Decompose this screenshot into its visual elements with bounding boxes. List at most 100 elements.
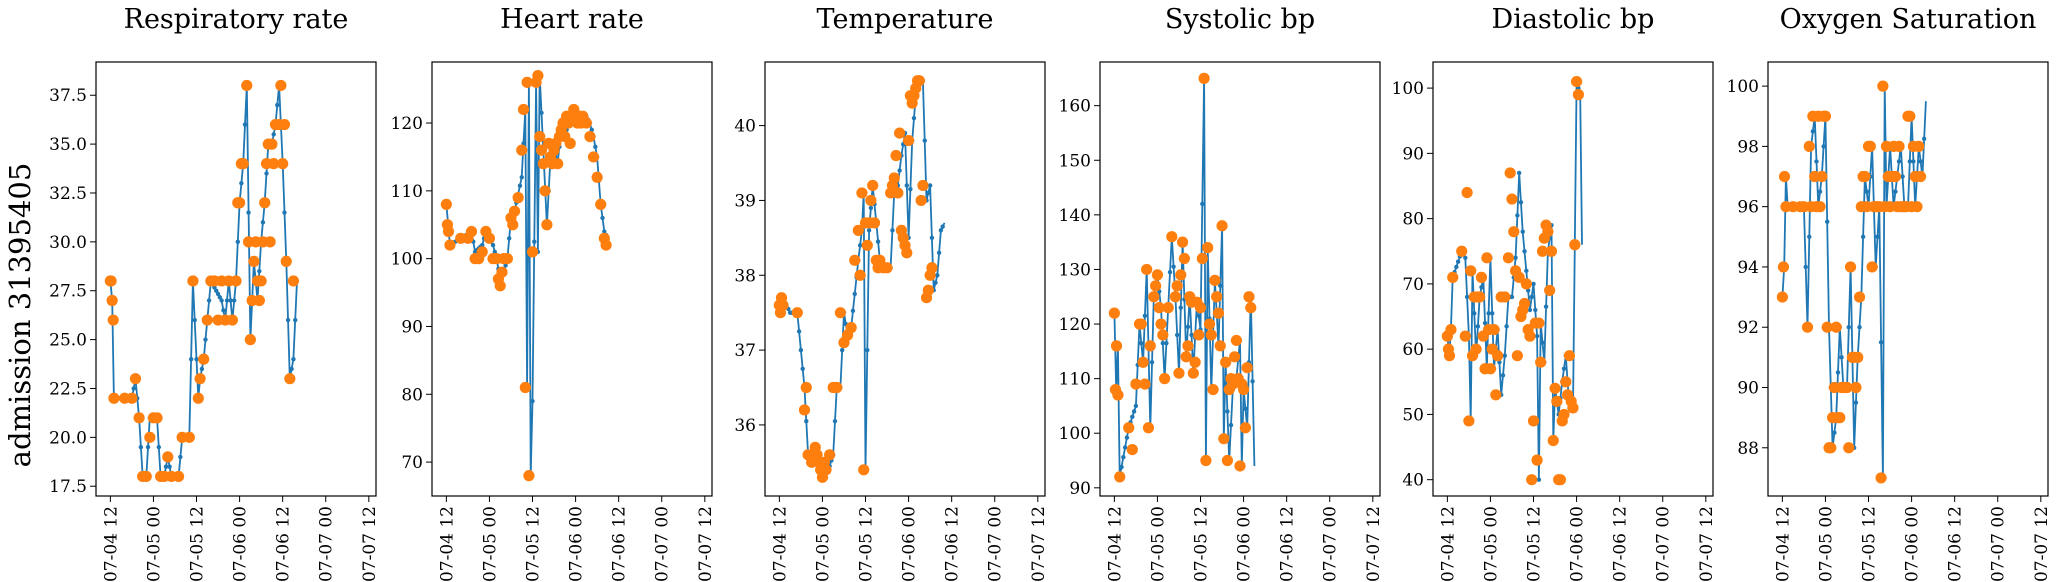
measurement-marker (892, 187, 904, 199)
measurement-marker (861, 239, 873, 251)
series-point (517, 183, 523, 188)
measurement-marker (1567, 402, 1579, 414)
series-point (589, 127, 594, 133)
measurement-marker (287, 275, 300, 287)
measurement-marker (1531, 454, 1543, 466)
y-tick-label: 98 (1737, 137, 1759, 157)
measurement-marker (888, 172, 900, 184)
measurement-marker (1230, 334, 1243, 347)
x-tick-label: 07-06 00 (1903, 506, 1923, 582)
measurement-marker (1474, 291, 1486, 303)
measurement-marker (1463, 415, 1475, 427)
measurement-marker (541, 219, 553, 231)
measurement-marker (1189, 356, 1201, 368)
series-point (1225, 409, 1230, 414)
series-point (1185, 324, 1191, 329)
series-point (1533, 307, 1538, 313)
measurement-marker (1850, 381, 1862, 394)
measurement-marker (1518, 297, 1531, 310)
y-tick-label: 90 (1402, 144, 1424, 164)
y-tick-label: 92 (1737, 318, 1759, 338)
chart-title: Diastolic bp (1492, 4, 1655, 35)
series-point (1131, 409, 1137, 414)
y-tick-label: 90 (1069, 479, 1091, 499)
measurement-marker (1569, 239, 1581, 251)
series-point (1504, 324, 1509, 329)
series-point (1520, 229, 1525, 234)
series-point (282, 210, 287, 215)
chart-panel-2: Heart rate 70 80 90 100 110 120 07-04 12 07-05 0… (391, 4, 716, 582)
series-point (865, 347, 870, 353)
series-point (232, 298, 237, 303)
measurement-marker (183, 431, 195, 443)
measurement-marker (107, 314, 119, 326)
series-point (530, 398, 535, 404)
series-point (897, 168, 902, 173)
measurement-marker (519, 381, 531, 394)
measurement-marker (1153, 302, 1165, 314)
y-tick-label: 32.5 (49, 184, 87, 204)
series-point (1454, 264, 1459, 270)
measurement-marker (926, 262, 938, 274)
measurement-marker (1178, 252, 1190, 265)
measurement-marker (264, 236, 276, 248)
measurement-marker (858, 464, 870, 476)
measurement-marker (1207, 383, 1219, 396)
measurement-marker (1443, 350, 1456, 362)
series-point (1857, 325, 1862, 330)
measurement-marker (1875, 472, 1887, 484)
measurement-marker (255, 275, 267, 287)
measurement-marker (226, 314, 239, 326)
series-point (228, 298, 233, 303)
measurement-marker (248, 255, 260, 268)
measurement-marker (512, 192, 524, 204)
y-tick-label: 27.5 (49, 282, 87, 302)
x-tick-label: 07-04 12 (1105, 506, 1125, 582)
x-tick-label: 07-04 12 (1773, 506, 1793, 582)
chart-panel-1: Respiratory rate 17.5 20.0 22.5 25.0 27.5 30.0… (49, 4, 380, 582)
measurement-marker (1459, 330, 1471, 342)
x-tick-label: 07-06 00 (900, 506, 920, 582)
series-point (203, 337, 208, 342)
measurement-marker (537, 158, 549, 170)
measurement-marker (440, 198, 452, 211)
measurement-marker (1114, 471, 1126, 483)
measurement-marker (1456, 245, 1468, 257)
x-tick-label: 07-05 12 (1192, 506, 1212, 582)
series-point (1490, 311, 1495, 316)
measurement-marker (1141, 263, 1153, 276)
measurement-marker (1508, 226, 1520, 238)
series-point (926, 190, 931, 196)
measurement-marker (824, 449, 836, 461)
series-point (929, 235, 935, 241)
measurement-marker (187, 275, 199, 287)
series-point (850, 308, 856, 314)
series-point (199, 366, 205, 372)
measurement-marker (1169, 291, 1181, 303)
series-point (289, 366, 294, 372)
chart-panels: Respiratory rate 17.5 20.0 22.5 25.0 27.5 30.0… (49, 4, 2052, 582)
series-point (1921, 136, 1927, 142)
measurement-marker (1554, 474, 1567, 486)
x-tick-label: 07-05 00 (1816, 506, 1836, 582)
x-tick-label: 07-06 00 (1235, 506, 1255, 582)
measurement-marker (791, 307, 803, 319)
measurement-marker (1157, 329, 1169, 341)
measurement-marker (237, 158, 249, 170)
measurement-marker (1202, 242, 1214, 254)
measurement-marker (1445, 323, 1457, 336)
y-tick-label: 60 (1402, 340, 1424, 360)
series-point (796, 329, 802, 334)
x-tick-label: 07-06 00 (231, 506, 251, 582)
x-tick-label: 07-04 12 (770, 506, 790, 582)
measurement-marker (483, 232, 496, 244)
x-tick-label: 07-05 12 (1525, 506, 1545, 582)
series-point (291, 356, 296, 362)
measurement-marker (1777, 261, 1790, 273)
series-point (1893, 189, 1898, 194)
series-point (246, 210, 251, 215)
measurement-marker (198, 353, 210, 365)
x-tick-label: 07-06 12 (1946, 506, 1966, 582)
chart-title: Oxygen Saturation (1780, 4, 2037, 35)
measurement-marker (1193, 329, 1205, 341)
